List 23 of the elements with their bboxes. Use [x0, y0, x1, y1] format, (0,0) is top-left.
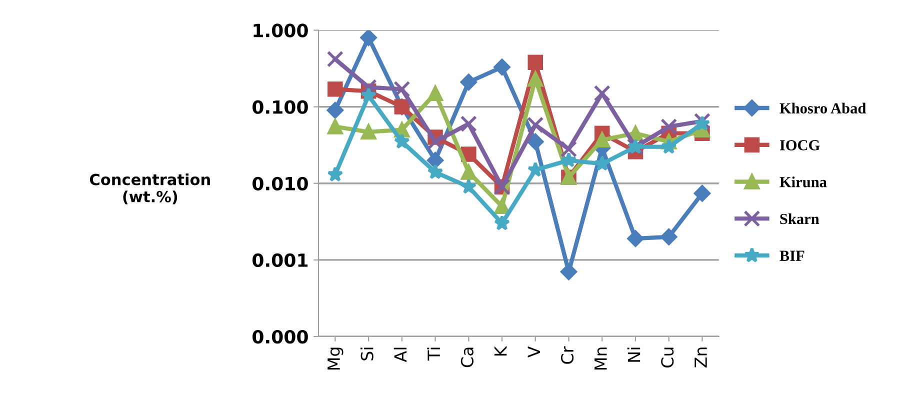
- legend-label: IOCG: [780, 140, 820, 150]
- y-tick-label: 1.000: [254, 24, 308, 38]
- legend-label: Kiruna: [780, 176, 827, 188]
- legend-label: Skarn: [780, 213, 820, 224]
- x-tick-label: Cu: [661, 348, 674, 368]
- x-tick-label: Mg: [328, 348, 344, 370]
- x-tick-label: K: [494, 346, 507, 356]
- x-tick-label: V: [528, 346, 540, 358]
- x-tick-label: Al: [394, 348, 407, 362]
- legend-label: BIF: [780, 250, 804, 261]
- x-tick-label: Ti: [427, 348, 440, 361]
- y-tick-label: 0.001: [252, 253, 308, 268]
- y-tick-label: 0.010: [252, 176, 308, 190]
- x-tick-label: Si: [360, 348, 374, 360]
- x-tick-label: Ca: [460, 348, 474, 368]
- x-tick-label: Mn: [594, 348, 607, 370]
- x-tick-label: Cr: [560, 346, 574, 364]
- y-tick-label: 0.000: [252, 330, 308, 344]
- y-tick-label: 0.100: [252, 100, 308, 114]
- x-tick-label: Zn: [694, 348, 707, 368]
- y-axis-title: Concentration (wt.%): [90, 173, 210, 204]
- legend-label: Khosro Abad: [780, 102, 866, 114]
- x-tick-label: Ni: [627, 348, 640, 362]
